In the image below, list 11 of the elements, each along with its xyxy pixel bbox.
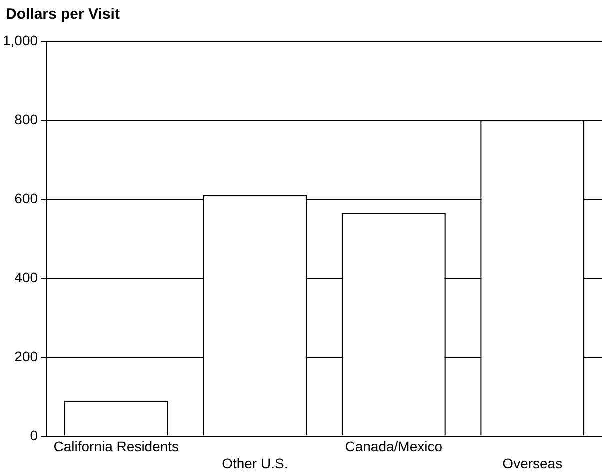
y-tick-label: 600 [14, 190, 38, 206]
y-tick-label: 200 [14, 348, 38, 364]
y-tick-label: 800 [14, 111, 38, 128]
x-tick-label: Overseas [502, 455, 563, 472]
chart-title: Dollars per Visit [6, 6, 120, 23]
x-tick-label: California Residents [54, 438, 180, 455]
y-tick-label: 400 [14, 269, 38, 286]
x-tick-label: Canada/Mexico [345, 438, 443, 455]
x-tick-label: Other U.S. [222, 455, 288, 472]
y-tick-label: 0 [30, 427, 38, 444]
y-tick-label: 1,000 [2, 32, 38, 48]
